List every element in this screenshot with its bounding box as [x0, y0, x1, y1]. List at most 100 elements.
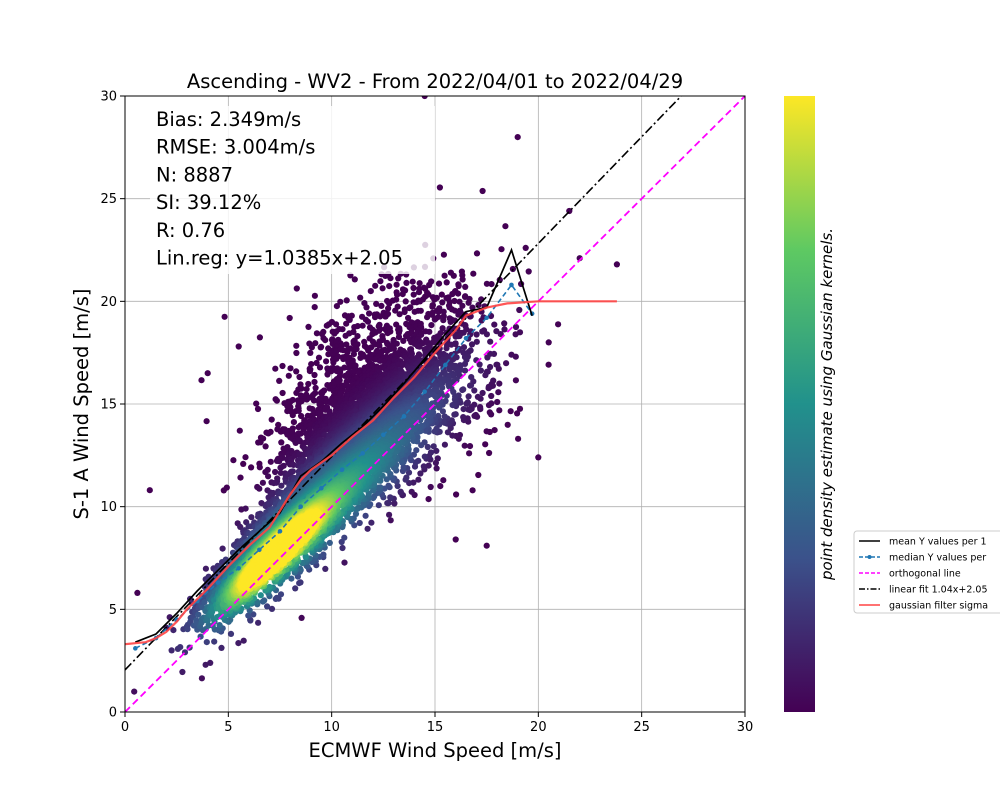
- scatter-point: [475, 394, 481, 400]
- scatter-point: [614, 261, 620, 267]
- scatter-point: [351, 351, 357, 357]
- scatter-point: [287, 365, 293, 371]
- scatter-point: [486, 402, 492, 408]
- scatter-point: [413, 447, 419, 453]
- scatter-point: [341, 560, 347, 566]
- scatter-point: [515, 134, 521, 140]
- scatter-point: [376, 328, 382, 334]
- scatter-point: [461, 406, 467, 412]
- scatter-point: [422, 454, 428, 460]
- scatter-point: [526, 268, 532, 274]
- scatter-point: [471, 387, 477, 393]
- scatter-point: [274, 398, 280, 404]
- scatter-point: [470, 271, 476, 277]
- scatter-point: [439, 299, 445, 305]
- scatter-point: [462, 443, 468, 449]
- scatter-point: [488, 281, 494, 287]
- scatter-point: [431, 443, 437, 449]
- scatter-point: [211, 639, 217, 645]
- scatter-point: [293, 368, 299, 374]
- scatter-point: [535, 454, 541, 460]
- scatter-point: [268, 459, 274, 465]
- scatter-point: [237, 475, 243, 481]
- scatter-point: [505, 422, 511, 428]
- scatter-point: [261, 597, 267, 603]
- scatter-point: [388, 517, 394, 523]
- scatter-point: [316, 355, 322, 361]
- scatter-point: [199, 675, 205, 681]
- scatter-point: [134, 590, 140, 596]
- scatter-point: [272, 366, 278, 372]
- scatter-point: [546, 362, 552, 368]
- scatter-point: [482, 372, 488, 378]
- scatter-point: [395, 275, 401, 281]
- scatter-point: [322, 566, 328, 572]
- scatter-point: [442, 273, 448, 279]
- scatter-point: [344, 297, 350, 303]
- scatter-point: [365, 319, 371, 325]
- scatter-point: [435, 455, 441, 461]
- scatter-point: [402, 309, 408, 315]
- scatter-point: [169, 647, 175, 653]
- scatter-point: [318, 344, 324, 350]
- scatter-point: [309, 344, 315, 350]
- scatter-point: [203, 662, 209, 668]
- scatter-point: [323, 358, 329, 364]
- scatter-point: [470, 487, 476, 493]
- scatter-point: [242, 454, 248, 460]
- scatter-point: [220, 546, 226, 552]
- scatter-point: [245, 613, 251, 619]
- scatter-point: [513, 331, 519, 337]
- scatter-point: [487, 409, 493, 415]
- scatter-point: [466, 300, 472, 306]
- scatter-point: [428, 484, 434, 490]
- scatter-point: [445, 429, 451, 435]
- scatter-point: [296, 580, 302, 586]
- scatter-point: [256, 486, 262, 492]
- scatter-point: [218, 645, 224, 651]
- scatter-point: [278, 591, 284, 597]
- scatter-point: [471, 413, 477, 419]
- scatter-point: [203, 566, 209, 572]
- scatter-point: [236, 343, 242, 349]
- scatter-point: [305, 324, 311, 330]
- scatter-point: [339, 545, 345, 551]
- scatter-point: [491, 322, 497, 328]
- scatter-point: [501, 320, 507, 326]
- scatter-point: [376, 502, 382, 508]
- scatter-point: [503, 360, 509, 366]
- scatter-point: [243, 506, 249, 512]
- scatter-point: [444, 279, 450, 285]
- scatter-point: [417, 470, 423, 476]
- scatter-point: [434, 465, 440, 471]
- scatter-point: [515, 436, 521, 442]
- scatter-point: [495, 389, 501, 395]
- scatter-point: [248, 464, 254, 470]
- scatter-point: [432, 316, 438, 322]
- scatter-point: [299, 615, 305, 621]
- scatter-point: [482, 441, 488, 447]
- scatter-point: [383, 313, 389, 319]
- scatter-point: [264, 603, 270, 609]
- scatter-point: [478, 368, 484, 374]
- scatter-point: [410, 279, 416, 285]
- scatter-point: [258, 592, 264, 598]
- scatter-point: [432, 394, 438, 400]
- scatter-point: [276, 378, 282, 384]
- scatter-point: [403, 298, 409, 304]
- scatter-point: [484, 331, 490, 337]
- scatter-point: [466, 393, 472, 399]
- scatter-point: [493, 328, 499, 334]
- scatter-point: [372, 283, 378, 289]
- scatter-point: [546, 339, 552, 345]
- scatter-point: [460, 414, 466, 420]
- scatter-point: [420, 296, 426, 302]
- scatter-point: [437, 483, 443, 489]
- scatter-point: [131, 689, 137, 695]
- scatter-point: [241, 638, 247, 644]
- scatter-point: [263, 443, 269, 449]
- scatter-point: [490, 378, 496, 384]
- scatter-point: [377, 278, 383, 284]
- scatter-point: [327, 540, 333, 546]
